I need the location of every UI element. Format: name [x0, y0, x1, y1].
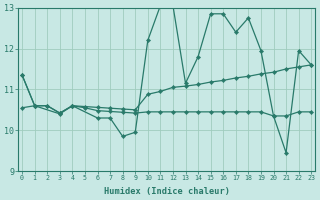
X-axis label: Humidex (Indice chaleur): Humidex (Indice chaleur) — [104, 187, 230, 196]
